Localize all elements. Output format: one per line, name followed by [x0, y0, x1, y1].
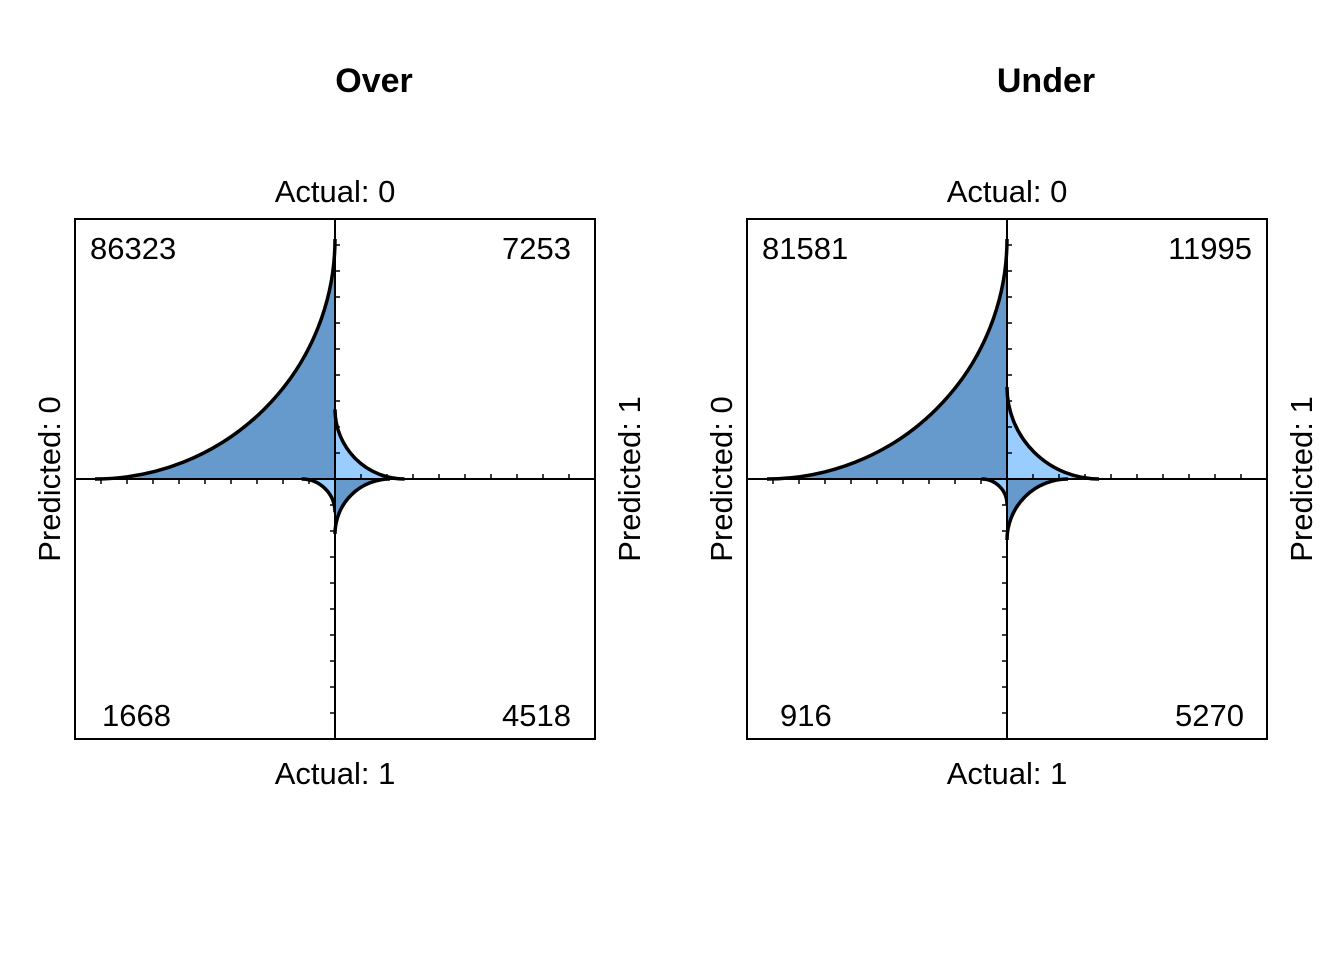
label-actual-0: Actual: 0 [947, 174, 1068, 209]
quarter-circle-actual0-predicted0-outline [766, 238, 1009, 481]
quarter-circle-actual1-predicted1 [335, 479, 390, 534]
fourfold-panel-over: Over Actual: 0 Actual: 1 Predicted: 0 Pr… [32, 62, 647, 791]
panel-title: Under [997, 62, 1095, 100]
quarter-circle-actual0-predicted1 [1007, 386, 1100, 479]
quarter-circle-actual0-predicted1 [335, 409, 405, 479]
quarter-circle-actual1-predicted1-outline [1005, 477, 1069, 541]
label-predicted-1: Predicted: 1 [1284, 396, 1319, 561]
quarter-circle-actual1-predicted1-outline [333, 477, 390, 534]
count-actual0-predicted0: 81581 [762, 231, 848, 266]
quarter-circle-actual1-predicted1 [1007, 479, 1068, 540]
label-predicted-1: Predicted: 1 [612, 396, 647, 561]
count-actual0-predicted1: 11995 [1168, 231, 1252, 266]
panel-title: Over [335, 62, 413, 100]
fourfold-marks [746, 218, 1268, 740]
quarter-circle-actual0-predicted0-outline [94, 238, 337, 481]
label-actual-1: Actual: 1 [275, 756, 396, 791]
count-actual0-predicted1: 7253 [502, 231, 571, 266]
fourfold-marks [74, 218, 596, 740]
label-predicted-0: Predicted: 0 [32, 396, 67, 561]
quarter-circle-actual1-predicted0 [301, 479, 335, 513]
quarter-circle-actual0-predicted0 [95, 239, 335, 479]
fourfold-panel-under: Under Actual: 0 Actual: 1 Predicted: 0 P… [704, 62, 1319, 791]
count-actual1-predicted1: 4518 [502, 698, 571, 733]
label-actual-1: Actual: 1 [947, 756, 1068, 791]
count-actual1-predicted0: 916 [780, 698, 832, 733]
quarter-circle-actual0-predicted1-outline [333, 409, 405, 481]
count-actual1-predicted0: 1668 [102, 698, 171, 733]
label-predicted-0: Predicted: 0 [704, 396, 739, 561]
count-actual0-predicted0: 86323 [90, 231, 176, 266]
count-actual1-predicted1: 5270 [1175, 698, 1244, 733]
quarter-circle-actual0-predicted1-outline [1005, 386, 1100, 481]
quarter-circle-actual0-predicted0 [767, 239, 1007, 479]
label-actual-0: Actual: 0 [275, 174, 396, 209]
